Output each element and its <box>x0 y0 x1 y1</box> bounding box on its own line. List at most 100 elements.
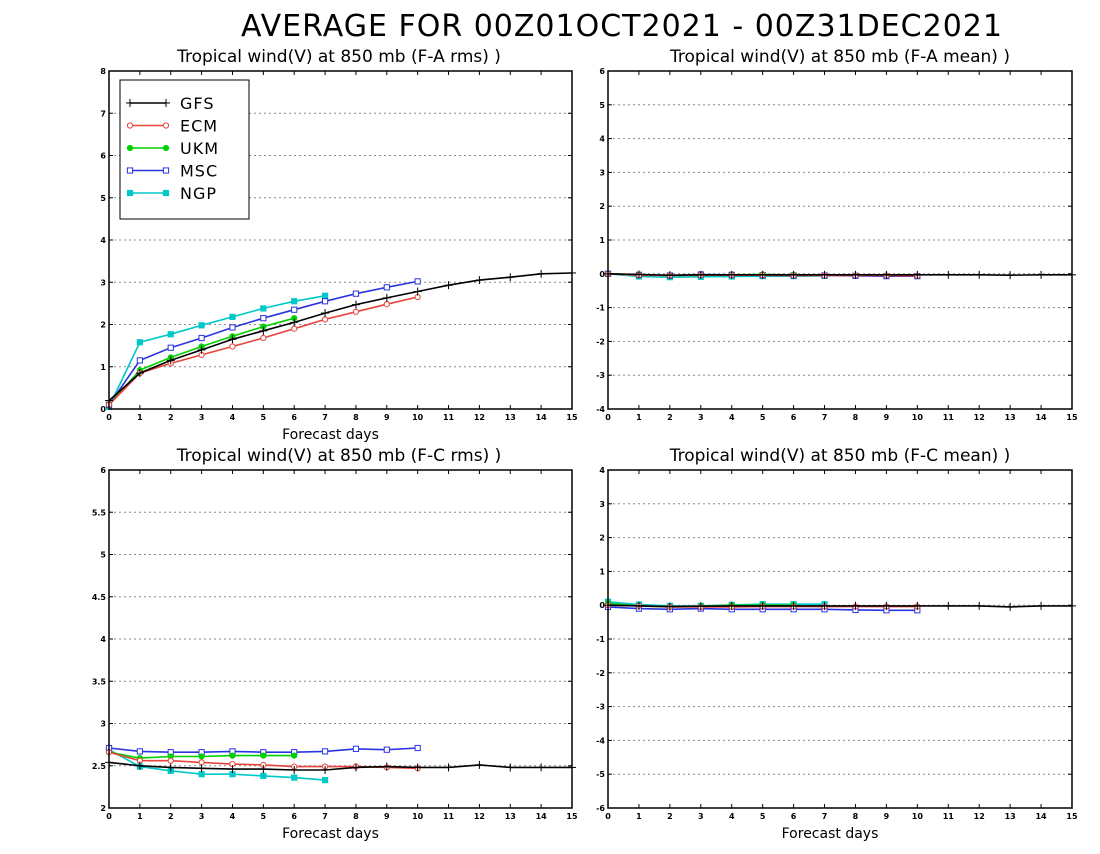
y-tick-label: 5 <box>599 101 605 110</box>
y-tick-label: -5 <box>596 770 605 779</box>
y-tick-label: -2 <box>596 669 605 678</box>
legend-marker <box>126 189 134 197</box>
data-point <box>291 298 298 305</box>
data-point <box>198 334 205 342</box>
chart-panel-4: Tropical wind(V) at 850 mb (F-C mean) ) -… <box>596 446 1078 842</box>
legend-marker <box>126 144 134 152</box>
series-line <box>108 295 326 408</box>
plot-frame <box>607 469 1073 809</box>
x-tick-label: 7 <box>322 812 328 821</box>
data-point <box>198 322 205 329</box>
data-point <box>136 748 143 755</box>
legend-marker <box>162 144 170 152</box>
x-tick-label: 6 <box>791 413 797 422</box>
x-tick-label: 3 <box>199 413 205 422</box>
x-tick-label: 12 <box>474 812 485 821</box>
legend-marker <box>162 189 170 197</box>
plot-frame <box>108 70 573 410</box>
x-tick-label: 4 <box>230 812 236 821</box>
y-tick-label: -1 <box>596 635 605 644</box>
x-tick-label: 0 <box>106 812 112 821</box>
y-tick-label: -1 <box>596 304 605 313</box>
series-ngp <box>105 292 329 410</box>
x-tick-label: 12 <box>474 413 485 422</box>
series-line <box>607 273 1072 277</box>
legend-marker <box>162 122 170 129</box>
y-tick-label: 2 <box>100 804 106 813</box>
x-tick-label: 0 <box>605 413 611 422</box>
data-point <box>260 752 267 759</box>
x-tick-label: 5 <box>760 413 766 422</box>
data-point <box>167 757 174 764</box>
data-point <box>321 777 329 784</box>
y-tick-label: -3 <box>596 703 605 712</box>
x-axis-label: Forecast days <box>282 427 379 443</box>
x-axis-label: Forecast days <box>282 826 379 842</box>
data-point <box>167 331 174 338</box>
series-line <box>108 748 326 781</box>
data-point <box>198 771 205 778</box>
x-tick-label: 15 <box>1066 812 1078 821</box>
y-tick-label: 3 <box>599 500 605 509</box>
y-tick-label: 5 <box>100 551 106 560</box>
x-tick-label: 15 <box>1066 413 1078 422</box>
legend-item-ukm: UKM <box>126 139 218 158</box>
x-tick-label: 6 <box>291 812 297 821</box>
x-tick-label: 10 <box>412 812 424 821</box>
chart-title: Tropical wind(V) at 850 mb (F-A mean) ) <box>669 47 1010 67</box>
y-tick-label: 6 <box>100 466 106 475</box>
y-tick-label: -3 <box>596 371 605 380</box>
series-gfs <box>604 601 1076 611</box>
x-tick-label: 8 <box>853 812 859 821</box>
chart-panel-3: Tropical wind(V) at 850 mb (F-C rms) ) 2 2… <box>92 446 578 842</box>
x-tick-label: 12 <box>974 413 985 422</box>
x-tick-label: 7 <box>822 413 828 422</box>
x-tick-label: 14 <box>1035 812 1047 821</box>
x-tick-label: 11 <box>443 413 455 422</box>
data-point <box>414 278 421 285</box>
data-point <box>352 745 360 752</box>
data-point <box>229 752 236 759</box>
x-tick-label: 4 <box>729 812 735 821</box>
y-tick-label: 4 <box>100 635 106 644</box>
data-point <box>383 746 390 753</box>
x-tick-label: 13 <box>505 413 516 422</box>
y-tick-label: 5.5 <box>92 508 107 517</box>
legend-marker <box>126 167 134 174</box>
x-tick-label: 13 <box>1005 812 1016 821</box>
chart-title: Tropical wind(V) at 850 mb (F-C mean) ) <box>669 446 1011 466</box>
x-tick-label: 3 <box>698 812 704 821</box>
legend-marker <box>126 122 134 129</box>
legend-item-ecm: ECM <box>126 117 217 136</box>
data-point <box>291 752 298 759</box>
x-tick-label: 2 <box>667 413 673 422</box>
x-tick-label: 15 <box>566 413 578 422</box>
x-tick-label: 0 <box>605 812 611 821</box>
data-point <box>352 290 360 297</box>
data-point <box>136 357 143 364</box>
x-tick-label: 3 <box>698 413 704 422</box>
y-tick-label: 4 <box>100 236 106 245</box>
y-tick-label: 8 <box>100 67 106 76</box>
data-point <box>291 325 298 332</box>
data-point <box>321 316 329 323</box>
x-tick-label: 13 <box>1005 413 1016 422</box>
data-point <box>260 772 267 779</box>
y-tick-label: 6 <box>599 67 605 76</box>
series-line <box>607 604 1072 608</box>
legend-marker <box>162 167 170 174</box>
x-tick-label: 7 <box>322 413 328 422</box>
x-tick-label: 8 <box>353 812 359 821</box>
data-point <box>136 339 143 346</box>
x-tick-label: 1 <box>137 413 143 422</box>
y-tick-label: 2.5 <box>92 762 107 771</box>
x-tick-label: 14 <box>536 812 548 821</box>
legend-item-ngp: NGP <box>126 184 216 203</box>
legend-item-gfs: GFS <box>126 94 213 113</box>
x-tick-label: 2 <box>168 413 174 422</box>
y-tick-label: 2 <box>100 321 106 330</box>
x-tick-label: 10 <box>912 812 924 821</box>
y-tick-label: 4 <box>599 135 605 144</box>
x-tick-label: 9 <box>384 812 390 821</box>
